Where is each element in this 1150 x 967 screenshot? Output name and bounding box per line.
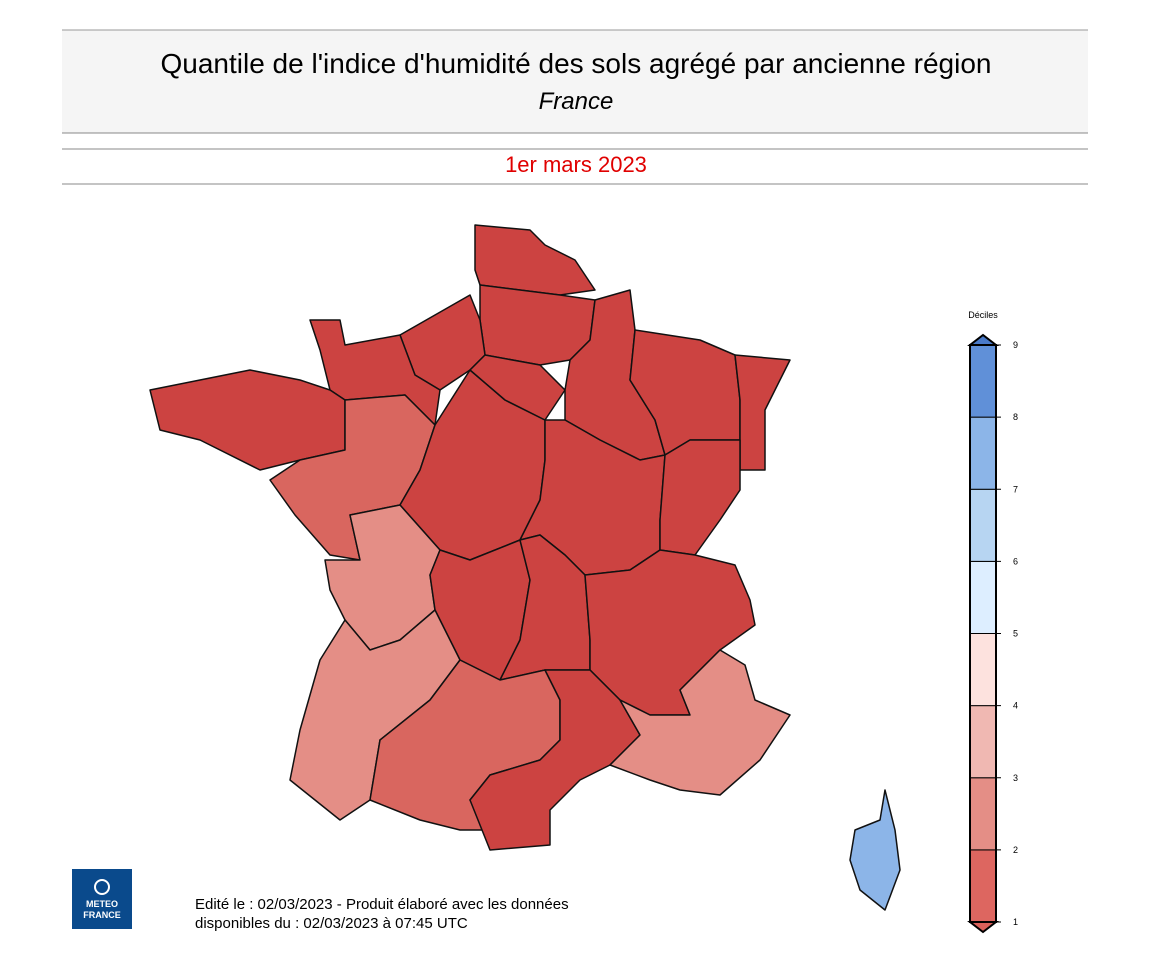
legend-bin — [969, 633, 997, 707]
legend-bin — [969, 705, 997, 779]
subtitle: France — [539, 88, 614, 115]
region — [659, 439, 741, 556]
region — [149, 369, 346, 471]
legend-bin — [969, 344, 997, 418]
map — [149, 224, 901, 911]
legend-tick-label: 9 — [1013, 340, 1018, 350]
legend-tick-label: 3 — [1013, 773, 1018, 783]
region — [609, 649, 791, 796]
legend-tick-label: 8 — [1013, 412, 1018, 422]
legend-bin — [969, 849, 997, 923]
region — [734, 354, 791, 471]
date: 1er mars 2023 — [505, 152, 647, 177]
legend: Déciles 1 2 3 4 5 6 7 8 9 — [967, 310, 1018, 934]
logo-icon — [94, 879, 110, 895]
legend-tick-label: 7 — [1013, 484, 1018, 494]
legend-end — [967, 921, 999, 934]
legend-tick-label: 4 — [1013, 701, 1018, 711]
region — [474, 224, 596, 296]
region — [309, 319, 441, 426]
legend-tick-label: 2 — [1013, 845, 1018, 855]
legend-title: Déciles — [968, 310, 998, 320]
legend-bin — [969, 488, 997, 562]
header-box — [62, 30, 1088, 133]
logo-text: FRANCE — [83, 910, 121, 920]
legend-tick-label: 6 — [1013, 556, 1018, 566]
footer-text: disponibles du : 02/03/2023 à 07:45 UTC — [195, 915, 468, 932]
region — [849, 789, 901, 911]
footer-text: Edité le : 02/03/2023 - Produit élaboré … — [195, 896, 569, 913]
legend-tick-label: 1 — [1013, 917, 1018, 927]
legend-tick-label: 5 — [1013, 629, 1018, 639]
legend-bin — [969, 777, 997, 851]
title: Quantile de l'indice d'humidité des sols… — [160, 48, 991, 79]
legend-bin — [969, 560, 997, 634]
logo-text: METEO — [86, 899, 118, 909]
legend-end — [967, 333, 999, 346]
legend-bin — [969, 416, 997, 490]
